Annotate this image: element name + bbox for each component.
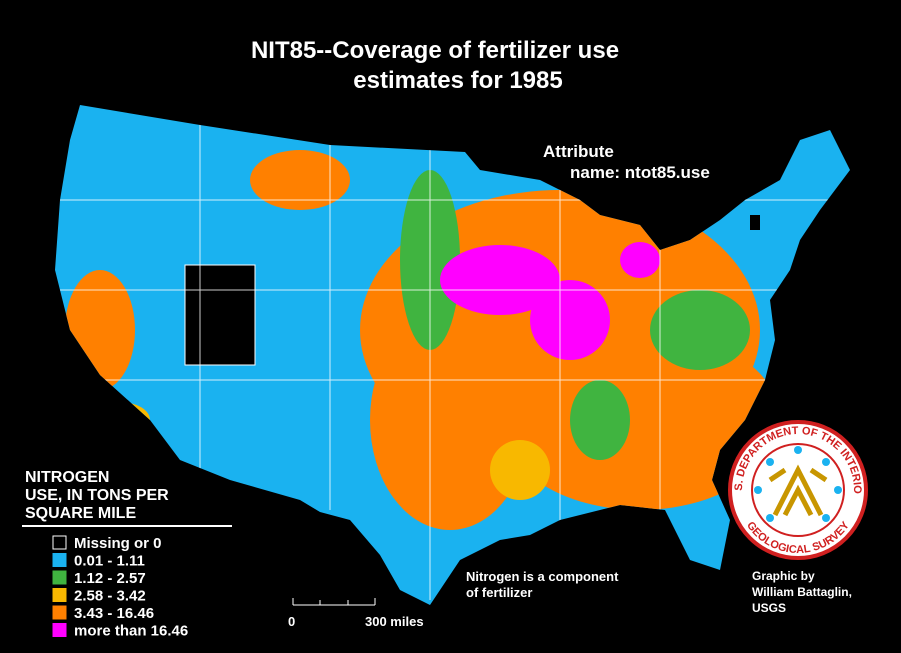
legend-swatch [52, 570, 67, 585]
legend-label: 2.58 - 3.42 [74, 588, 146, 605]
legend-swatch [52, 588, 67, 602]
credit: William Battaglin, [752, 585, 852, 599]
legend-label: Missing or 0 [74, 535, 162, 552]
legend-title: SQUARE MILE [25, 505, 136, 522]
legend-label: 3.43 - 16.46 [74, 605, 154, 622]
legend-swatch [52, 553, 67, 567]
legend-swatch [52, 623, 67, 637]
note: Nitrogen is a component [466, 569, 619, 584]
attribute: Attribute [543, 142, 614, 161]
legend-title: NITROGEN [25, 469, 109, 486]
scale-bar: 0 300 miles [288, 598, 424, 629]
legend-label: 0.01 - 1.11 [74, 553, 145, 570]
legend-swatch [52, 535, 67, 550]
credit: Graphic by [752, 569, 815, 583]
credit: USGS [752, 601, 786, 615]
title: estimates for 1985 [353, 67, 562, 94]
legend: NITROGEN USE, IN TONS PER SQUARE MILE Mi… [22, 469, 232, 640]
legend-label: more than 16.46 [74, 623, 188, 640]
scale-label: 300 miles [365, 614, 424, 629]
legend-label: 1.12 - 2.57 [74, 570, 146, 587]
legend-swatch [52, 605, 67, 620]
title: NIT85--Coverage of fertilizer use [251, 37, 619, 64]
attribute: name: ntot85.use [570, 163, 710, 182]
legend-title: USE, IN TONS PER [25, 487, 169, 504]
note: of fertilizer [466, 585, 532, 600]
scale-label: 0 [288, 614, 295, 629]
